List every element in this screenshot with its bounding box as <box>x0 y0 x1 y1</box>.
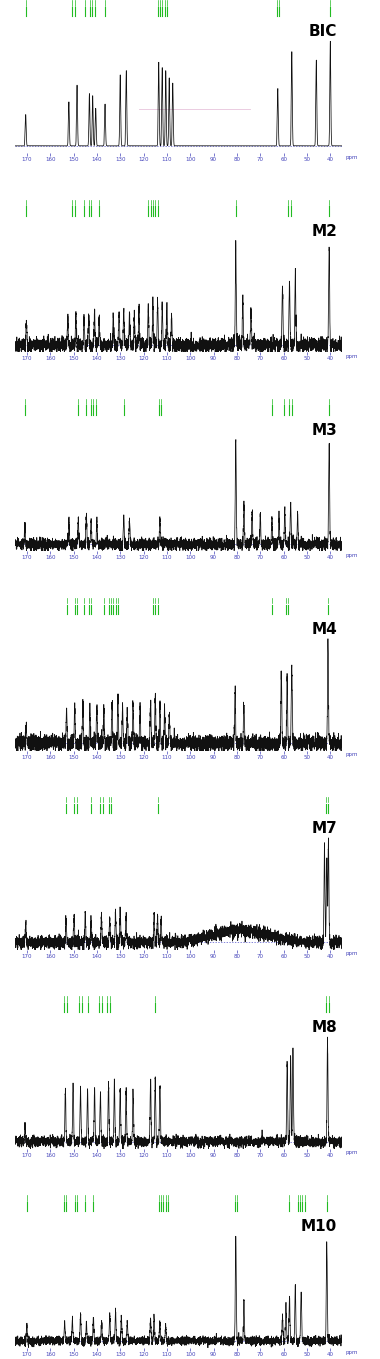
Text: ppm: ppm <box>345 155 358 159</box>
Text: ppm: ppm <box>345 553 358 559</box>
Text: ppm: ppm <box>345 1151 358 1155</box>
Text: M8: M8 <box>311 1021 337 1036</box>
Text: M3: M3 <box>311 423 337 438</box>
Text: M7: M7 <box>311 821 337 836</box>
Text: M10: M10 <box>301 1219 337 1234</box>
Text: M2: M2 <box>311 223 337 239</box>
Text: ppm: ppm <box>345 353 358 359</box>
Text: BIC: BIC <box>309 24 337 39</box>
Text: ppm: ppm <box>345 951 358 957</box>
Text: ppm: ppm <box>345 752 358 757</box>
Text: M4: M4 <box>311 622 337 637</box>
Text: ppm: ppm <box>345 1349 358 1355</box>
